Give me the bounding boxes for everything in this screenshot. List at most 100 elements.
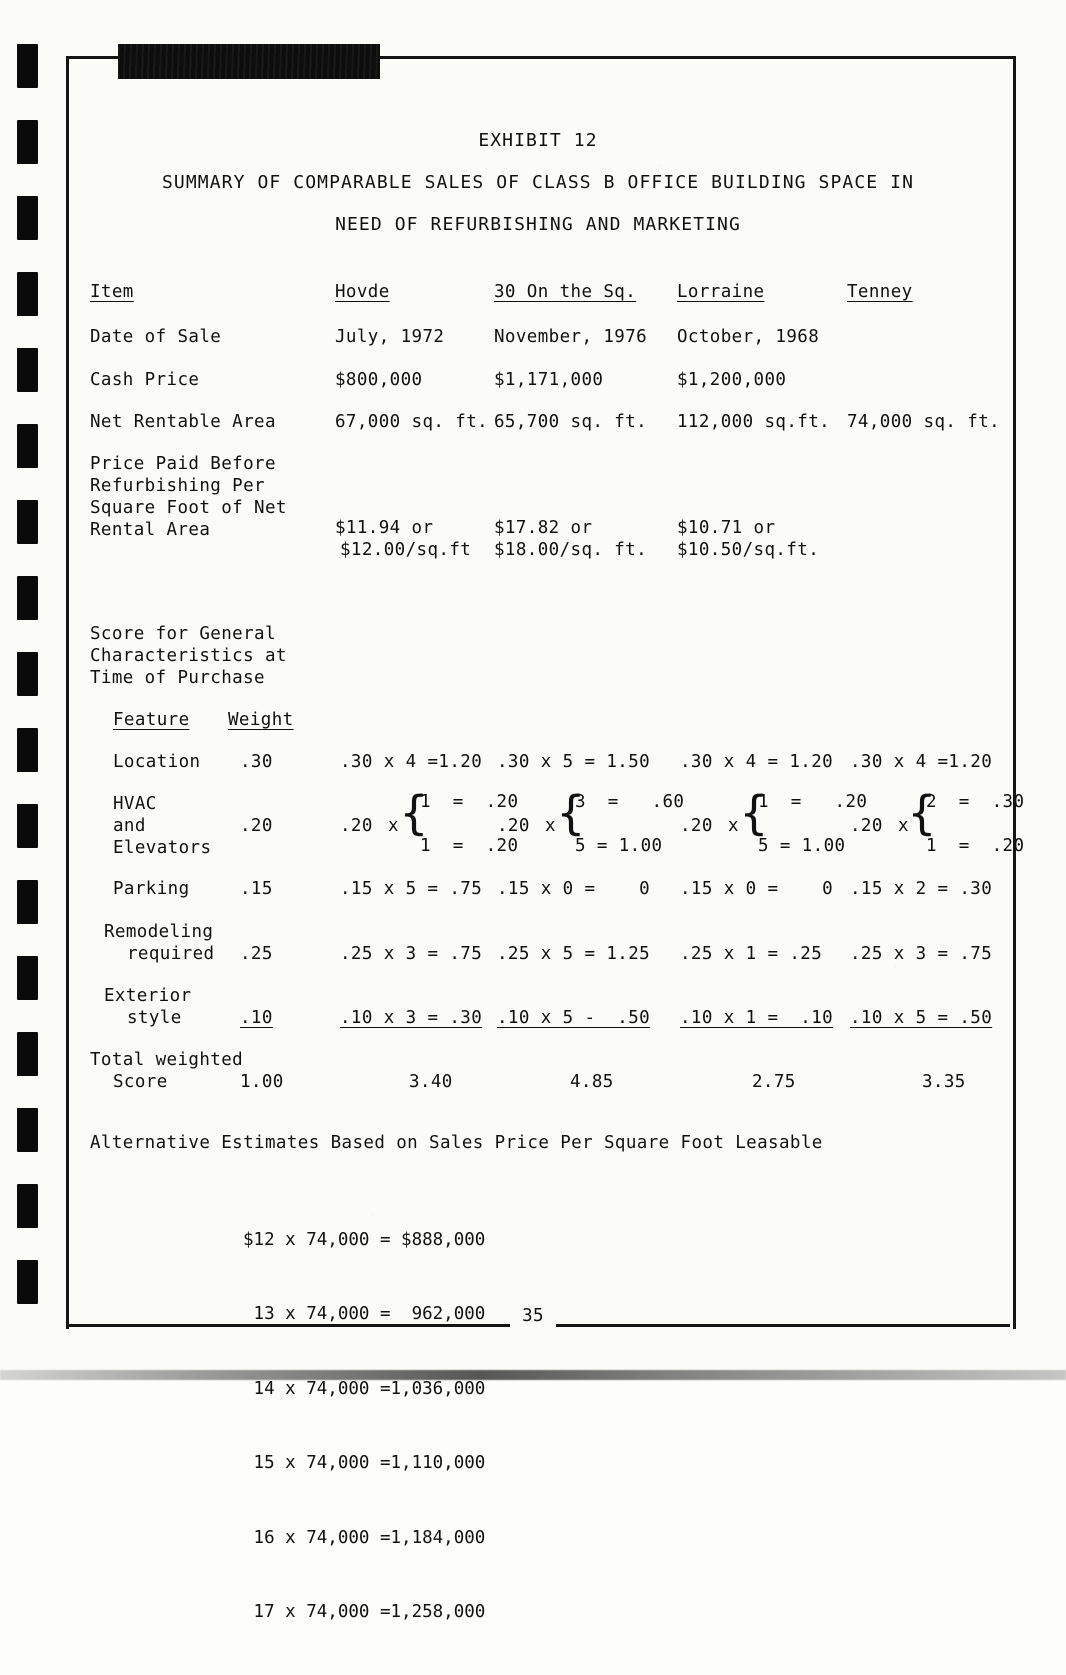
estimate-line: $12 x 74,000 = $888,000 <box>243 1229 486 1250</box>
cell-price-paid-hovde-line-1: $11.94 or <box>335 518 434 538</box>
score-hvac-hovde-bottom: 1 = .20 <box>420 836 519 856</box>
cell-net-rentable-area-lorraine: 112,000 sq.ft. <box>677 412 831 432</box>
score-parking-tenney: .15 x 2 = .30 <box>850 879 993 899</box>
cell-cash-price-30-on-the-sq: $1,171,000 <box>494 370 604 390</box>
score-hvac-hovde-top: 1 = .20 <box>420 792 519 812</box>
row-label-price-paid-line-4: Rental Area <box>90 520 211 540</box>
feature-weight-parking: .15 <box>240 879 273 899</box>
score-remodeling-lorraine: .25 x 1 = .25 <box>680 944 823 964</box>
cell-net-rentable-area-30-on-the-sq: 65,700 sq. ft. <box>494 412 648 432</box>
score-remodeling-hovde: .25 x 3 = .75 <box>340 944 483 964</box>
row-label-cash-price: Cash Price <box>90 370 200 390</box>
estimate-line: 14 x 74,000 =1,036,000 <box>243 1378 486 1399</box>
binding-hole <box>17 500 38 544</box>
score-hvac-tenney-bottom: 1 = .20 <box>926 836 1025 856</box>
exhibit-label: EXHIBIT 12 <box>478 130 598 151</box>
feature-label-hvac-line-3: Elevators <box>113 838 212 858</box>
binding-hole <box>17 652 38 696</box>
column-header-30-on-the-sq: 30 On the Sq. <box>494 282 637 302</box>
binding-hole <box>17 880 38 924</box>
total-label-line-1: Total weighted <box>90 1050 244 1070</box>
feature-weight-exterior: .10 <box>240 1008 273 1028</box>
redaction-bar <box>118 44 380 79</box>
scan-edge-artifact <box>0 1370 1066 1380</box>
score-heading-line-2: Characteristics at <box>90 646 287 666</box>
document-border <box>66 56 1016 1329</box>
binding-hole <box>17 424 38 468</box>
feature-weight-hvac: .20 <box>240 816 273 836</box>
cell-net-rentable-area-tenney: 74,000 sq. ft. <box>847 412 1001 432</box>
binding-hole <box>17 1032 38 1076</box>
cell-cash-price-hovde: $800,000 <box>335 370 423 390</box>
score-exterior-lorraine: .10 x 1 = .10 <box>680 1008 834 1028</box>
estimate-line: 13 x 74,000 = 962,000 <box>243 1304 486 1325</box>
multiply-symbol: x <box>728 816 739 836</box>
cell-price-paid-30-on-the-sq-line-2: $18.00/sq. ft. <box>494 540 648 560</box>
score-exterior-hovde: .10 x 3 = .30 <box>340 1008 483 1028</box>
page-title-line-1: SUMMARY OF COMPARABLE SALES OF CLASS B O… <box>161 172 915 193</box>
row-label-date-of-sale: Date of Sale <box>90 327 222 347</box>
total-score-30-on-the-sq: 4.85 <box>570 1072 614 1092</box>
bottom-rule-right <box>556 1324 1010 1327</box>
feature-weight-remodeling: .25 <box>240 944 273 964</box>
estimate-line: 17 x 74,000 =1,258,000 <box>243 1602 486 1623</box>
cell-net-rentable-area-hovde: 67,000 sq. ft. <box>335 412 489 432</box>
brace-icon: { <box>740 786 768 840</box>
binding-hole <box>17 1260 38 1304</box>
feature-label-parking: Parking <box>113 879 190 899</box>
column-header-weight: Weight <box>228 710 294 730</box>
total-score-lorraine: 2.75 <box>752 1072 796 1092</box>
score-hvac-30-on-the-sq-bottom: 5 = 1.00 <box>575 836 663 856</box>
row-label-price-paid-line-3: Square Foot of Net <box>90 498 287 518</box>
binding-hole <box>17 728 38 772</box>
score-hvac-30-on-the-sq-multiplier: .20 <box>497 816 530 836</box>
feature-label-hvac-line-2: and <box>113 816 146 836</box>
score-hvac-hovde-multiplier: .20 <box>340 816 373 836</box>
row-label-net-rentable-area: Net Rentable Area <box>90 412 276 432</box>
brace-icon: { <box>557 786 585 840</box>
estimate-line: 16 x 74,000 =1,184,000 <box>243 1527 486 1548</box>
cell-price-paid-30-on-the-sq-line-1: $17.82 or <box>494 518 593 538</box>
row-label-price-paid-line-1: Price Paid Before <box>90 454 276 474</box>
score-parking-hovde: .15 x 5 = .75 <box>340 879 483 899</box>
score-hvac-lorraine-bottom: 5 = 1.00 <box>758 836 846 856</box>
feature-weight-location: .30 <box>240 752 273 772</box>
feature-label-location: Location <box>113 752 201 772</box>
binding-hole <box>17 1184 38 1228</box>
multiply-symbol: x <box>898 816 909 836</box>
score-heading-line-3: Time of Purchase <box>90 668 265 688</box>
brace-icon: { <box>400 786 428 840</box>
total-label-line-2: Score <box>113 1072 168 1092</box>
score-location-lorraine: .30 x 4 = 1.20 <box>680 752 834 772</box>
column-header-feature: Feature <box>113 710 190 730</box>
cell-price-paid-lorraine-line-1: $10.71 or <box>677 518 776 538</box>
estimate-line: 15 x 74,000 =1,110,000 <box>243 1453 486 1474</box>
feature-label-hvac-line-1: HVAC <box>113 794 157 814</box>
binding-hole <box>17 348 38 392</box>
score-heading-line-1: Score for General <box>90 624 276 644</box>
feature-label-remodeling-line-2: required <box>127 944 215 964</box>
multiply-symbol: x <box>545 816 556 836</box>
score-location-tenney: .30 x 4 =1.20 <box>850 752 993 772</box>
column-header-lorraine: Lorraine <box>677 282 765 302</box>
total-weight: 1.00 <box>240 1072 284 1092</box>
binding-hole-column <box>17 44 41 1324</box>
score-hvac-lorraine-top: 1 = .20 <box>758 792 868 812</box>
feature-label-exterior-line-1: Exterior <box>104 986 192 1006</box>
cell-date-of-sale-hovde: July, 1972 <box>335 327 445 347</box>
score-exterior-30-on-the-sq: .10 x 5 - .50 <box>497 1008 651 1028</box>
column-header-hovde: Hovde <box>335 282 390 302</box>
cell-price-paid-hovde-line-2: $12.00/sq.ft <box>340 540 472 560</box>
column-header-item: Item <box>90 282 134 302</box>
page-number: 35 <box>522 1306 544 1326</box>
page-title-line-2: NEED OF REFURBISHING AND MARKETING <box>335 214 741 235</box>
score-remodeling-tenney: .25 x 3 = .75 <box>850 944 993 964</box>
cell-date-of-sale-30-on-the-sq: November, 1976 <box>494 327 648 347</box>
feature-label-remodeling-line-1: Remodeling <box>104 922 214 942</box>
score-parking-30-on-the-sq: .15 x 0 = 0 <box>497 879 651 899</box>
binding-hole <box>17 804 38 848</box>
row-label-price-paid-line-2: Refurbishing Per <box>90 476 265 496</box>
score-hvac-tenney-top: 2 = .30 <box>926 792 1025 812</box>
feature-label-exterior-line-2: style <box>127 1008 182 1028</box>
column-header-tenney: Tenney <box>847 282 913 302</box>
